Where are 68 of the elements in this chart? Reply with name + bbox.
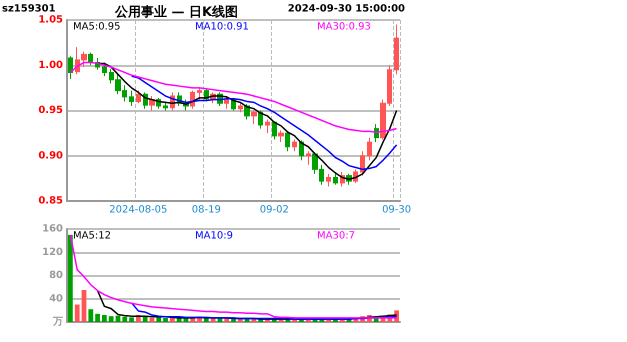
- candlestick: [129, 90, 134, 106]
- candlestick: [88, 52, 93, 66]
- text: MA10:0.91: [195, 22, 249, 32]
- text: MA10:9: [195, 230, 233, 242]
- text: 2024-09-30 15:00:00: [288, 4, 406, 14]
- bar: [204, 318, 209, 322]
- candlestick: [272, 122, 277, 140]
- x-tick-label: 09-30: [382, 204, 412, 216]
- bar: [82, 290, 86, 322]
- bar: [74, 304, 80, 322]
- bar: [231, 319, 236, 322]
- bar: [116, 316, 120, 322]
- y-tick-label: 80: [49, 270, 64, 281]
- y-tick-label: 160: [42, 224, 64, 234]
- line-series: [96, 62, 398, 180]
- y-tick-label: 0.85: [38, 196, 64, 206]
- candlestick: [306, 150, 311, 166]
- bar: [142, 316, 148, 322]
- y-tick-label: 0.95: [38, 105, 64, 116]
- candlestick: [394, 24, 399, 75]
- candlestick: [68, 56, 73, 80]
- bar: [176, 318, 182, 322]
- y-tick-label: 1.00: [38, 60, 64, 71]
- y-tick-label: 1.05: [38, 14, 64, 26]
- x-tick-label: 2024-08-05: [109, 204, 168, 216]
- text: MA5:0.95: [73, 22, 120, 32]
- bar: [224, 318, 230, 322]
- text: MA30:0.93: [317, 22, 371, 32]
- candlestick: [251, 110, 257, 125]
- y-tick-label: 120: [42, 246, 64, 258]
- y-tick-label: 0.90: [38, 150, 64, 162]
- bar: [102, 315, 107, 322]
- candlestick: [265, 119, 270, 134]
- x-tick-label: 09-02: [260, 204, 289, 216]
- line-series: [70, 62, 398, 133]
- chart-title: 公用事业 — 日K线图: [114, 5, 238, 20]
- candlestick: [326, 173, 331, 188]
- text: sz159301: [2, 4, 56, 14]
- bar: [88, 309, 94, 322]
- bar: [108, 316, 114, 322]
- bar: [156, 317, 162, 322]
- candlestick: [102, 62, 107, 77]
- bar: [129, 317, 134, 322]
- x-tick-label: 08-19: [192, 204, 221, 216]
- candlestick: [258, 110, 263, 130]
- candlestick: [292, 138, 297, 152]
- bar: [163, 318, 168, 322]
- candlestick: [238, 102, 243, 113]
- candlestick: [285, 130, 290, 152]
- bar: [95, 314, 100, 322]
- bar: [68, 234, 73, 322]
- candlestick: [333, 172, 338, 186]
- candlestick: [224, 96, 229, 110]
- y-tick-label: 万: [52, 316, 63, 328]
- candlestick: [197, 86, 202, 100]
- candlestick: [278, 130, 284, 143]
- line-series: [130, 302, 398, 320]
- line-series: [130, 75, 398, 170]
- text: MA30:7: [317, 230, 355, 242]
- candlestick: [299, 140, 304, 161]
- text: MA5:12: [73, 230, 111, 242]
- candlestick: [163, 100, 168, 111]
- y-tick-label: 40: [49, 293, 64, 304]
- candlestick: [136, 90, 141, 104]
- candlestick: [367, 137, 372, 161]
- bar: [122, 316, 128, 322]
- bar: [150, 318, 154, 322]
- bar: [218, 318, 222, 322]
